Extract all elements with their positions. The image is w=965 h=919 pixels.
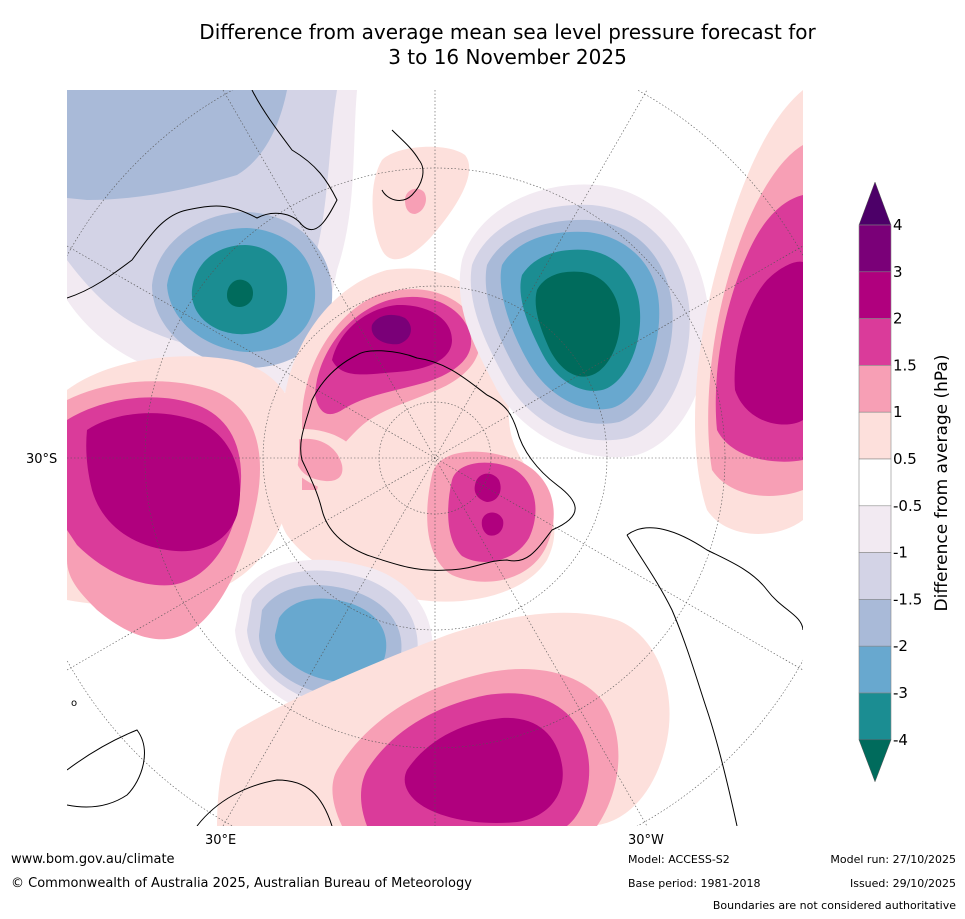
colorbar-title-text: Difference from average (hPa)	[932, 354, 952, 612]
negative-anomaly-region-south-pacific	[459, 184, 709, 458]
colorbar-under-triangle	[858, 739, 892, 783]
colorbar-bin	[858, 458, 892, 507]
title-line-1: Difference from average mean sea level p…	[199, 20, 816, 44]
footer-issued: Issued: 29/10/2025	[849, 877, 956, 890]
colorbar-bin	[858, 599, 892, 647]
footer-copyright: © Commonwealth of Australia 2025, Austra…	[11, 876, 472, 891]
colorbar-tick-label: 0.5	[893, 450, 917, 468]
colorbar-tick-label: 1.5	[893, 356, 917, 374]
footer-url: www.bom.gov.au/climate	[11, 852, 175, 867]
colorbar-bin	[858, 411, 892, 460]
colorbar-bin	[858, 505, 892, 553]
colorbar-tick-label: 2	[893, 310, 903, 328]
footer-model: Model: ACCESS-S2	[628, 853, 730, 866]
colorbar-tick-label: -4	[893, 731, 908, 749]
positive-anomaly-region-south-atlantic	[695, 90, 803, 534]
pressure-anomaly-map[interactable]	[67, 90, 803, 826]
colorbar-tick-label: -2	[893, 637, 908, 655]
colorbar-tick-label: -0.5	[893, 497, 922, 515]
colorbar-bin	[858, 224, 892, 273]
title-line-2: 3 to 16 November 2025	[388, 45, 627, 69]
colorbar-over-triangle	[858, 181, 892, 226]
colorbar-bin	[858, 365, 892, 413]
colorbar-tick-label: 1	[893, 403, 903, 421]
latitude-label: 30°S	[26, 452, 58, 467]
longitude-label-east: 30°E	[205, 833, 237, 848]
chart-title: Difference from average mean sea level p…	[150, 20, 865, 70]
positive-anomaly-region-antarctica	[277, 268, 555, 602]
coastlines	[67, 90, 803, 826]
colorbar-bin	[858, 318, 892, 366]
colorbar-bin	[858, 271, 892, 319]
colorbar-bin	[858, 552, 892, 600]
negative-anomaly-region-australia	[67, 90, 357, 394]
colorbar-tick-label: -1.5	[893, 590, 922, 608]
positive-anomaly-region-indian-ocean	[67, 356, 300, 640]
graticule	[67, 90, 803, 826]
footer-base-period: Base period: 1981-2018	[628, 877, 761, 890]
colorbar-bin	[858, 692, 892, 741]
positive-anomaly-region-new-zealand	[372, 146, 470, 260]
colorbar-bin	[858, 645, 892, 694]
colorbar-tick-label: 4	[893, 216, 903, 234]
longitude-label-west: 30°W	[628, 833, 664, 848]
positive-anomaly-region-south-pacific-south	[217, 612, 670, 826]
colorbar-tick-label: -1	[893, 544, 908, 562]
footer-model-run: Model run: 27/10/2025	[830, 853, 956, 866]
footer-disclaimer: Boundaries are not considered authoritat…	[712, 899, 956, 912]
colorbar-tick-label: -3	[893, 684, 908, 702]
colorbar-tick-label: 3	[893, 263, 903, 281]
small-marker: o	[71, 698, 78, 709]
colorbar: 4 3 2 1.5 1 0.5 -0.5 -1 -1.5 -2 -3 -4	[858, 181, 922, 783]
